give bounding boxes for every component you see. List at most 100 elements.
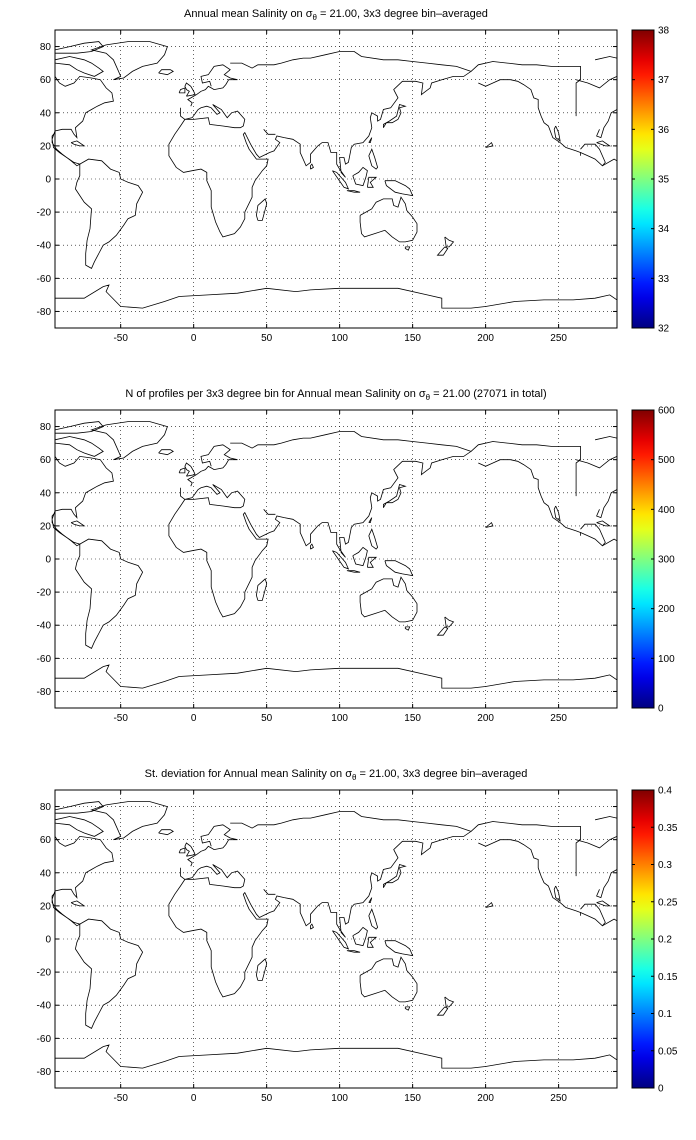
coastline (346, 190, 361, 193)
colorbar-tick-label: 0.25 (658, 897, 678, 908)
coastline (352, 166, 368, 187)
coastline (187, 444, 238, 487)
coastline (478, 79, 581, 156)
coastline (580, 143, 606, 167)
coastline (359, 196, 418, 243)
colorbar-tick-label: 32 (658, 324, 670, 335)
coastline (346, 570, 361, 573)
y-tick-label: 20 (40, 141, 52, 152)
coastline (359, 576, 418, 623)
coastline (602, 538, 618, 547)
x-tick-label: 250 (550, 713, 567, 724)
y-tick-label: -40 (37, 241, 52, 252)
x-tick-label: -50 (113, 1093, 128, 1104)
x-tick-label: 200 (477, 1093, 494, 1104)
coastline (332, 170, 350, 190)
coastline (178, 847, 186, 854)
coastline (553, 505, 561, 522)
coastline (404, 1006, 411, 1011)
coastline (595, 436, 618, 441)
x-tick-label: 50 (261, 713, 273, 724)
colorbar-tick-label: 0.4 (658, 786, 672, 797)
colorbar-tick-label: 500 (658, 455, 675, 466)
coastline (596, 140, 611, 147)
y-tick-label: -80 (37, 307, 52, 318)
y-tick-label: -60 (37, 654, 52, 665)
coastline (384, 940, 414, 957)
colorbar-tick-label: 0.1 (658, 1009, 672, 1020)
y-tick-label: 80 (40, 802, 52, 813)
coastline (255, 958, 268, 981)
coastline (180, 484, 246, 509)
coastline (54, 801, 104, 814)
coastline (168, 51, 472, 238)
coastline (367, 936, 378, 948)
coastline (180, 104, 246, 129)
coastline (263, 129, 276, 135)
colorbar-tick-label: 400 (658, 505, 675, 516)
coastline (575, 456, 618, 469)
coastline (158, 449, 174, 456)
coastline (470, 821, 581, 877)
y-tick-label: 20 (40, 901, 52, 912)
colorbar-tick-label: 300 (658, 555, 675, 566)
y-tick-label: 0 (45, 175, 51, 186)
x-tick-label: -50 (113, 333, 128, 344)
coastline (359, 956, 418, 1003)
coastline (436, 626, 449, 636)
colorbar-tick-label: 33 (658, 274, 670, 285)
coastline (54, 421, 104, 434)
coastline (158, 69, 174, 76)
coastline (368, 908, 379, 930)
coastline (332, 550, 350, 570)
colorbar (631, 789, 655, 1089)
y-tick-label: -40 (37, 1001, 52, 1012)
x-tick-label: 150 (404, 713, 421, 724)
coastline (178, 467, 186, 474)
y-tick-label: 0 (45, 935, 51, 946)
coastline (55, 1044, 618, 1069)
y-tick-label: 40 (40, 868, 52, 879)
coastline (596, 520, 611, 527)
coastline (90, 421, 168, 461)
colorbar-tick-label: 0.35 (658, 823, 678, 834)
y-tick-label: 80 (40, 42, 52, 53)
coastline (485, 521, 494, 528)
coastline (70, 140, 86, 147)
coastline (178, 87, 186, 94)
coastline (187, 64, 238, 107)
y-tick-label: 20 (40, 521, 52, 532)
colorbar-tick-label: 34 (658, 224, 670, 235)
panel-title: N of profiles per 3x3 degree bin for Ann… (125, 388, 547, 403)
grid-lines (55, 790, 617, 1088)
coastline (404, 246, 411, 251)
profile-count-map: -50 0 50 100 150 200 250 -80 -60 -40 -20 0 20 40 60 80 0… (37, 406, 676, 725)
x-tick-label: -50 (113, 713, 128, 724)
coastline (74, 918, 144, 1029)
coastline (384, 180, 414, 197)
profile-count-panel: N of profiles per 3x3 degree bin for Ann… (0, 380, 696, 760)
std-deviation-panel: St. deviation for Annual mean Salinity o… (0, 760, 696, 1140)
x-tick-label: 200 (477, 713, 494, 724)
coastline (367, 556, 378, 568)
y-tick-label: 60 (40, 455, 52, 466)
coastline (595, 56, 618, 61)
colorbar-tick-label: 200 (658, 604, 675, 615)
panel-title: St. deviation for Annual mean Salinity o… (144, 768, 528, 783)
coastline (444, 996, 455, 1008)
y-tick-label: -80 (37, 687, 52, 698)
coastline (478, 459, 581, 536)
coastline (553, 125, 561, 142)
coastline (575, 76, 618, 89)
colorbar-tick-label: 36 (658, 125, 670, 136)
coastline (352, 926, 368, 947)
coastline (485, 901, 494, 908)
coastline (168, 811, 472, 998)
coastline (180, 864, 246, 889)
x-tick-label: 100 (331, 1093, 348, 1104)
y-tick-label: 60 (40, 75, 52, 86)
coastline (255, 198, 268, 221)
colorbar-tick-label: 0.2 (658, 935, 672, 946)
y-tick-label: 60 (40, 835, 52, 846)
coastline (168, 431, 472, 618)
